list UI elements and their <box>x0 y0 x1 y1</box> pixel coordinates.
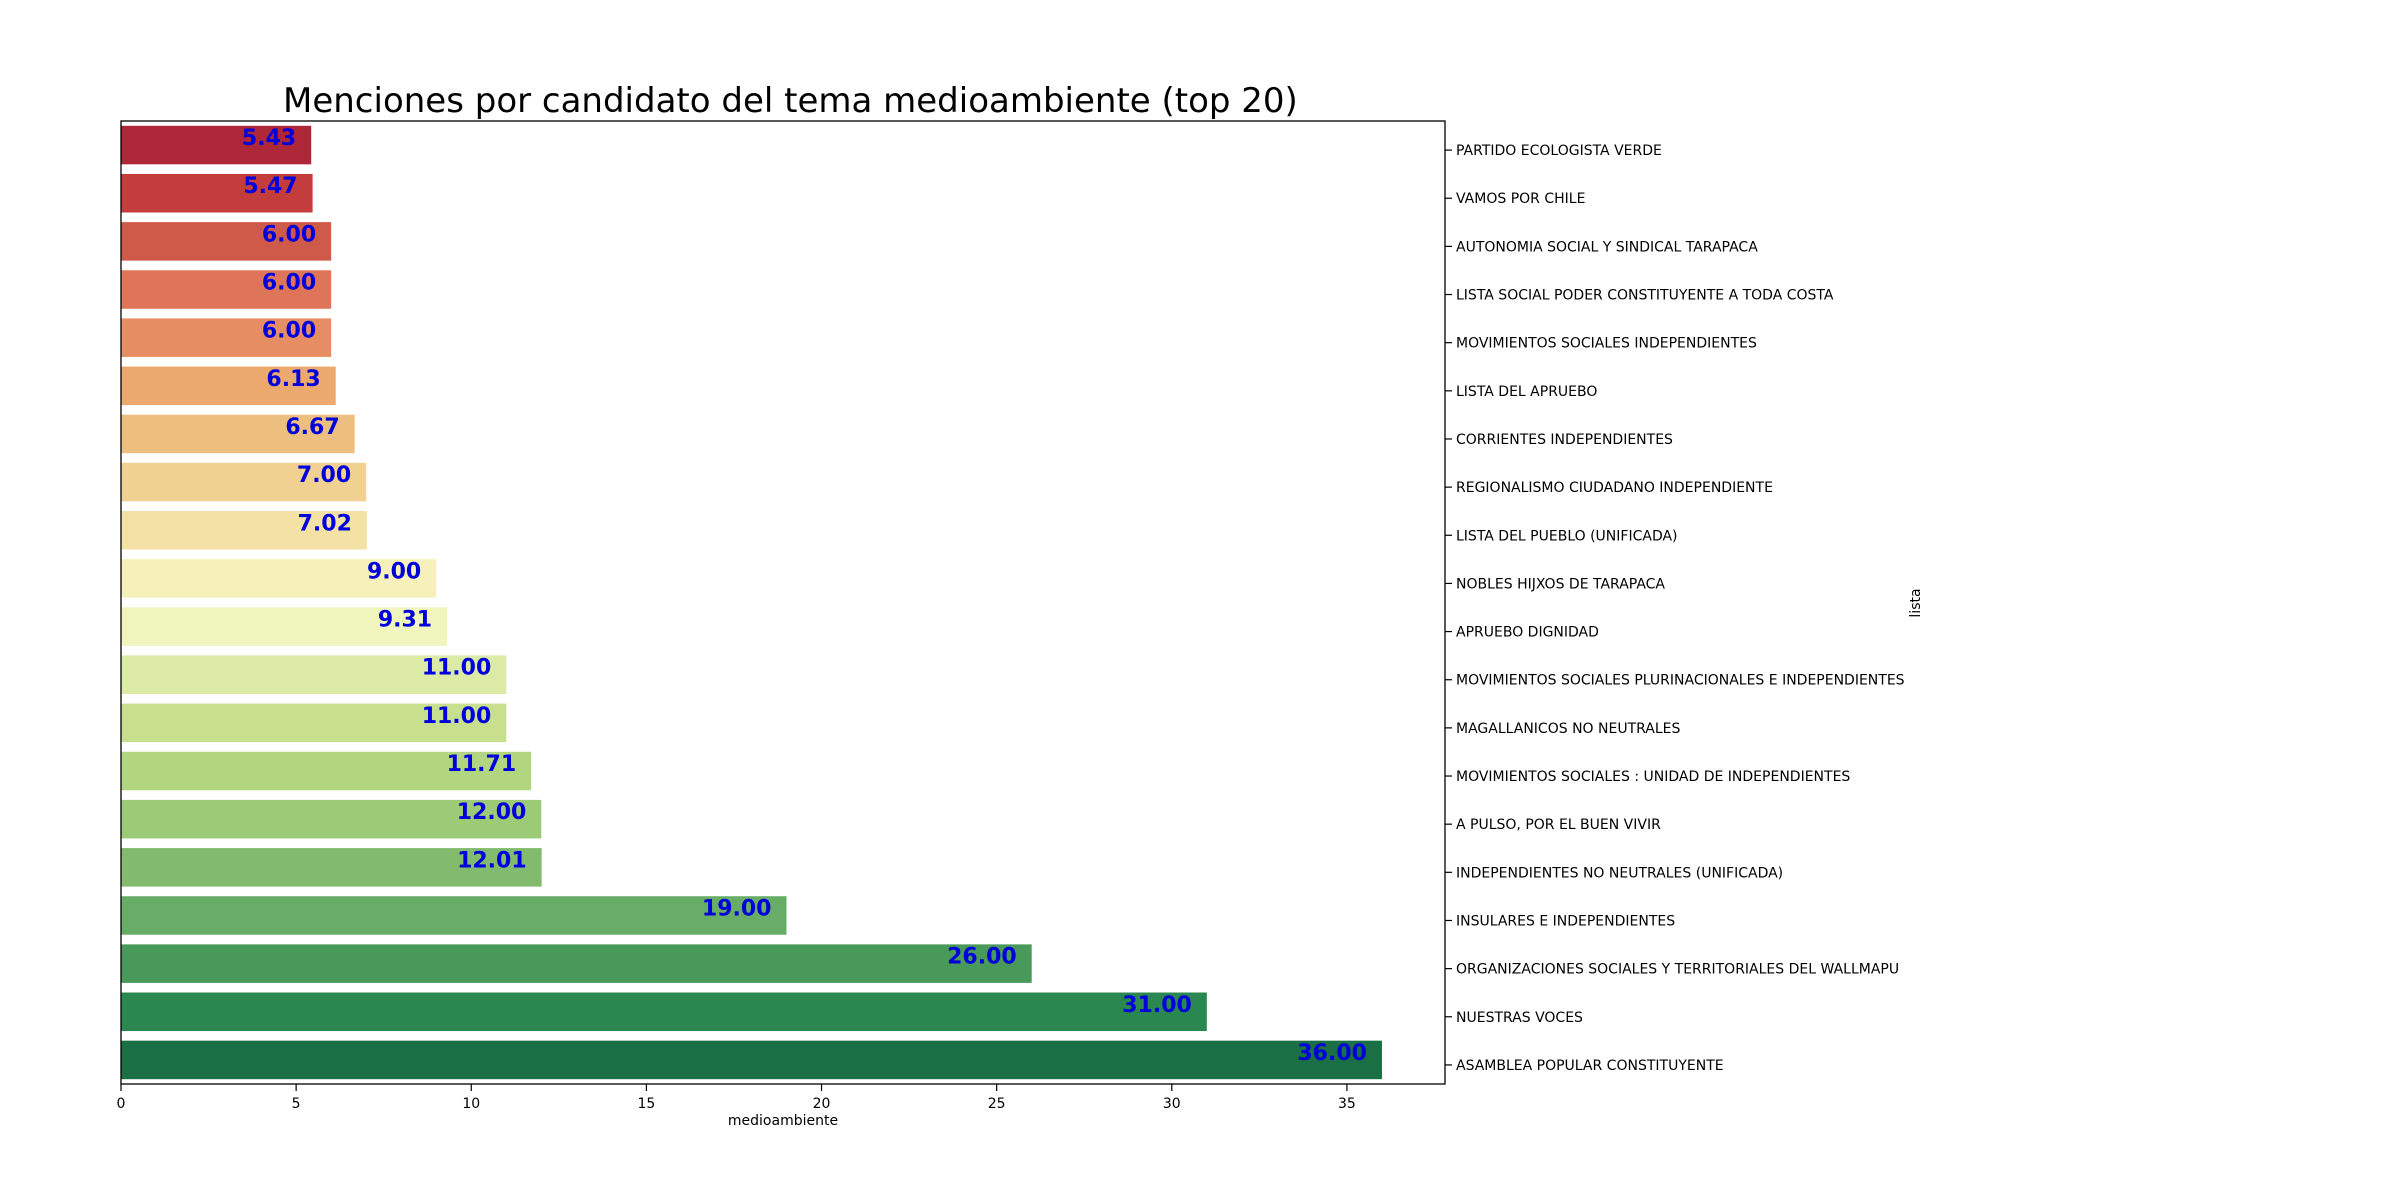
bar-value-label: 9.31 <box>378 608 432 633</box>
x-axis-label: medioambiente <box>728 1113 838 1129</box>
chart-title: Menciones por candidato del tema medioam… <box>283 81 1298 121</box>
bar <box>121 462 367 502</box>
bar <box>121 318 332 357</box>
bar-value-label: 5.47 <box>243 174 297 199</box>
bar-value-label: 6.13 <box>266 367 320 392</box>
y-tick-label: ASAMBLEA POPULAR CONSTITUYENTE <box>1456 1058 1724 1074</box>
bar-value-label: 7.02 <box>298 511 352 536</box>
y-tick-label: MOVIMIENTOS SOCIALES : UNIDAD DE INDEPEN… <box>1456 769 1850 785</box>
x-tick-label: 15 <box>637 1096 655 1112</box>
bar-value-label: 6.00 <box>262 319 316 344</box>
value-labels-group: 5.43 5.47 6.00 6.00 6.00 6.13 6.67 7.00 7.02 9.00… <box>242 126 1367 1066</box>
y-tick-label: ORGANIZACIONES SOCIALES Y TERRITORIALES … <box>1456 962 1899 978</box>
bar <box>121 222 332 261</box>
y-tick-label: MOVIMIENTOS SOCIALES INDEPENDIENTES <box>1456 336 1757 352</box>
y-tick-label: INDEPENDIENTES NO NEUTRALES (UNIFICADA) <box>1456 865 1783 881</box>
bar <box>121 607 448 646</box>
y-tick-label: A PULSO, POR EL BUEN VIVIR <box>1456 817 1661 833</box>
y-tick-label: MOVIMIENTOS SOCIALES PLURINACIONALES E I… <box>1456 673 1905 689</box>
y-tick-label: VAMOS POR CHILE <box>1456 191 1585 207</box>
bar-value-label: 12.01 <box>457 848 527 873</box>
bar <box>121 366 336 406</box>
bar <box>121 559 437 598</box>
bar-value-label: 7.00 <box>297 463 351 488</box>
y-tick-label: CORRIENTES INDEPENDIENTES <box>1456 432 1673 448</box>
bar-value-label: 26.00 <box>947 945 1017 970</box>
bar <box>121 896 787 935</box>
y-tick-label: NUESTRAS VOCES <box>1456 1010 1583 1026</box>
x-tick-label: 5 <box>292 1096 301 1112</box>
x-tick-label: 25 <box>988 1096 1006 1112</box>
y-tick-label: AUTONOMIA SOCIAL Y SINDICAL TARAPACA <box>1456 239 1758 255</box>
y-tick-label: REGIONALISMO CIUDADANO INDEPENDIENTE <box>1456 480 1773 496</box>
bar <box>121 125 312 165</box>
bar-value-label: 19.00 <box>702 896 772 921</box>
bar <box>121 944 1032 983</box>
bar-value-label: 11.00 <box>422 656 492 681</box>
y-tick-label: LISTA SOCIAL PODER CONSTITUYENTE A TODA … <box>1456 288 1834 304</box>
bar <box>121 511 367 550</box>
y-axis-label: lista <box>1908 588 1924 617</box>
bar-value-label: 9.00 <box>367 559 421 584</box>
bars-group <box>121 125 1382 1080</box>
x-tick-label: 20 <box>813 1096 831 1112</box>
bar <box>121 992 1207 1032</box>
y-tick-label: LISTA DEL PUEBLO (UNIFICADA) <box>1456 528 1678 544</box>
y-tick-label: LISTA DEL APRUEBO <box>1456 384 1597 400</box>
y-tick-label: PARTIDO ECOLOGISTA VERDE <box>1456 143 1662 159</box>
bar-value-label: 31.00 <box>1122 993 1192 1018</box>
x-axis-ticks: 0 5 10 15 20 25 30 35 <box>117 1084 1356 1112</box>
bar <box>121 703 507 743</box>
bar-value-label: 11.00 <box>422 704 492 729</box>
y-tick-label: INSULARES E INDEPENDIENTES <box>1456 913 1675 929</box>
x-tick-label: 0 <box>117 1096 126 1112</box>
y-tick-label: MAGALLANICOS NO NEUTRALES <box>1456 721 1681 737</box>
x-tick-label: 10 <box>462 1096 480 1112</box>
bar <box>121 848 542 887</box>
bar-value-label: 5.43 <box>242 126 296 151</box>
y-tick-label: APRUEBO DIGNIDAD <box>1456 625 1599 641</box>
bar-value-label: 6.00 <box>262 222 316 247</box>
bar-value-label: 12.00 <box>457 800 527 825</box>
bar-value-label: 6.00 <box>262 271 316 296</box>
bar-value-label: 11.71 <box>447 752 517 777</box>
x-tick-label: 35 <box>1338 1096 1356 1112</box>
bar <box>121 173 313 213</box>
bar <box>121 270 332 309</box>
bar <box>121 655 507 694</box>
bar <box>121 414 355 454</box>
bar <box>121 751 532 791</box>
bar-value-label: 36.00 <box>1297 1041 1367 1066</box>
plot-frame <box>120 120 1446 1085</box>
bar-value-label: 6.67 <box>285 415 339 440</box>
x-tick-label: 30 <box>1163 1096 1181 1112</box>
bar <box>121 1040 1382 1080</box>
bar <box>121 799 542 839</box>
y-axis-ticks: PARTIDO ECOLOGISTA VERDE VAMOS POR CHILE A… <box>1445 143 1905 1074</box>
y-tick-label: NOBLES HIJXOS DE TARAPACA <box>1456 576 1665 592</box>
